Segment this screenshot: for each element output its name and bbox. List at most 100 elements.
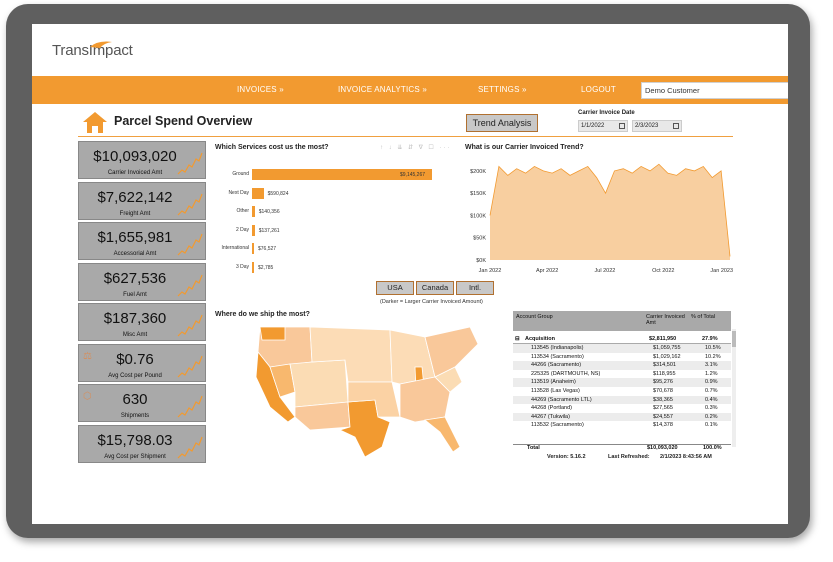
table-row[interactable]: 113534 (Sacramento) $1,029,162 10.2% [513, 352, 731, 362]
trend-area[interactable] [490, 164, 730, 260]
group-pct: 27.9% [702, 336, 718, 342]
table-row[interactable]: 44268 (Portland) $27,565 0.3% [513, 404, 731, 413]
service-bar[interactable] [252, 206, 255, 218]
sparkline-icon [177, 193, 203, 215]
table-row[interactable]: 113545 (Indianapolis) $1,059,755 10.5% [513, 344, 731, 353]
map-region-florida [424, 416, 461, 453]
date-to-input[interactable]: 2/3/2023 [632, 120, 682, 132]
row-pct: 10.2% [705, 353, 721, 360]
bird-logo-icon [90, 41, 112, 48]
kpi-card[interactable]: $0.76 Avg Cost per Pound ⚖ [78, 343, 206, 382]
trend-analysis-button[interactable]: Trend Analysis [466, 114, 538, 132]
trend-line [489, 163, 731, 257]
row-amount: $24,557 [653, 413, 673, 420]
kpi-value: $1,655,981 [97, 229, 173, 246]
row-account: 113545 (Indianapolis) [531, 345, 584, 351]
usa-button[interactable]: USA [376, 281, 414, 295]
sparkline-icon [177, 314, 203, 337]
nav-logout[interactable]: LOGOUT [581, 85, 616, 94]
date-from-value: 1/1/2022 [581, 123, 605, 129]
intl-button[interactable]: Intl. [456, 281, 494, 295]
service-bar[interactable] [252, 243, 254, 255]
row-account: 44268 (Portland) [531, 405, 572, 412]
kpi-value: $10,093,020 [93, 148, 177, 165]
row-account: 113532 (Sacramento) [531, 422, 584, 429]
row-account: 113534 (Sacramento) [531, 353, 584, 360]
trend-chart-title: What is our Carrier Invoiced Trend? [465, 144, 584, 151]
device-frame: TransImpact INVOICES » INVOICE ANALYTICS… [6, 4, 810, 538]
kpi-card[interactable]: $187,360 Misc Amt [78, 303, 206, 341]
customer-select[interactable]: Demo Customer [641, 82, 788, 99]
kpi-card[interactable]: $1,655,981 Accessorial Amt [78, 222, 206, 260]
table-row[interactable]: 44267 (Tukwila) $24,557 0.2% [513, 412, 731, 422]
y-tick-label: $0K [476, 258, 486, 264]
sparkline-icon [177, 233, 203, 256]
service-bar[interactable] [252, 169, 432, 180]
kpi-card[interactable]: $15,798.03 Avg Cost per Shipment [78, 424, 206, 463]
canada-button[interactable]: Canada [416, 281, 454, 295]
date-from-input[interactable]: 1/1/2022 [578, 120, 628, 132]
sparkline-icon [177, 355, 203, 377]
chart-toolbar[interactable]: ↑ ↓ ⇊ ⇵ ∇ ☐ ··· [380, 145, 452, 151]
kpi-card[interactable]: $627,536 Fuel Amt [78, 262, 206, 301]
usa-map[interactable] [250, 322, 480, 462]
table-scrollbar[interactable] [732, 329, 736, 447]
x-tick-label: Oct 2022 [652, 268, 674, 274]
row-pct: 0.7% [705, 388, 718, 394]
col-pct-total[interactable]: % of Total [691, 314, 716, 320]
nav-settings[interactable]: SETTINGS » [478, 85, 527, 94]
calendar-icon[interactable] [673, 123, 679, 129]
calendar-icon[interactable] [619, 123, 625, 129]
brand-logo: TransImpact [52, 42, 133, 59]
group-name: Acquisition [525, 336, 555, 342]
home-icon[interactable] [82, 110, 108, 134]
row-amount: $1,059,755 [653, 345, 681, 351]
table-row[interactable]: 225325 (DARTMOUTH, NS) $118,955 1.2% [513, 369, 731, 379]
map-title: Where do we ship the most? [215, 311, 310, 318]
bar-category-label: 3 Day [235, 264, 249, 270]
col-account-group[interactable]: Account Group [516, 314, 553, 320]
version-text: Version: 5.16.2 [547, 454, 586, 460]
kpi-value: $15,798.03 [97, 431, 173, 449]
kpi-card[interactable]: $10,093,020 Carrier Invoiced Amt [78, 141, 206, 179]
title-divider [78, 136, 733, 137]
table-row[interactable]: 113532 (Sacramento) $14,378 0.1% [513, 421, 731, 430]
kpi-card[interactable]: 630 Shipments ⬡ [78, 384, 206, 422]
collapse-icon[interactable]: ⊟ [515, 336, 520, 342]
sparkline-icon [177, 436, 203, 458]
service-bar[interactable] [252, 224, 255, 236]
total-amount: $10,093,020 [647, 445, 678, 451]
x-tick-label: Apr 2022 [536, 268, 558, 274]
table-row[interactable]: 113528 (Las Vegas) $70,678 0.7% [513, 387, 731, 396]
total-label: Total [527, 445, 540, 451]
table-row[interactable]: 113519 (Anaheim) $95,276 0.9% [513, 378, 731, 387]
table-row[interactable]: 44269 (Sacramento LTL) $38,365 0.4% [513, 395, 731, 405]
scale-icon: ⚖ [83, 350, 92, 362]
row-pct: 0.2% [705, 413, 718, 420]
nav-invoices[interactable]: INVOICES » [237, 85, 284, 94]
bar-category-label: Ground [232, 171, 249, 177]
row-pct: 3.1% [705, 362, 718, 369]
kpi-card[interactable]: $7,622,142 Freight Amt [78, 181, 206, 220]
y-tick-label: $50K [473, 236, 486, 242]
table-group-row[interactable]: ⊟ Acquisition $2,811,950 27.9% [513, 335, 731, 344]
page-title: Parcel Spend Overview [114, 114, 253, 128]
kpi-value: $627,536 [103, 269, 167, 287]
kpi-label: Fuel Amt [123, 291, 147, 298]
dashboard-screen: TransImpact INVOICES » INVOICE ANALYTICS… [32, 24, 788, 524]
row-account: 225325 (DARTMOUTH, NS) [531, 370, 601, 377]
service-bar[interactable] [252, 262, 254, 273]
row-account: 44267 (Tukwila) [531, 413, 570, 420]
row-account: 113528 (Las Vegas) [531, 388, 580, 394]
row-pct: 1.2% [705, 370, 718, 377]
service-bar[interactable] [252, 187, 264, 199]
nav-invoice-analytics[interactable]: INVOICE ANALYTICS » [338, 85, 428, 94]
col-carrier-invoiced[interactable]: Carrier Invoiced Amt [646, 314, 685, 326]
row-pct: 0.4% [705, 396, 718, 403]
group-amount: $2,811,950 [649, 336, 677, 342]
x-tick-label: Jan 2022 [479, 268, 502, 274]
table-row[interactable]: 44266 (Sacramento) $314,501 3.1% [513, 361, 731, 370]
scroll-thumb[interactable] [732, 331, 736, 347]
row-pct: 0.9% [705, 379, 718, 386]
row-amount: $38,365 [653, 396, 673, 403]
